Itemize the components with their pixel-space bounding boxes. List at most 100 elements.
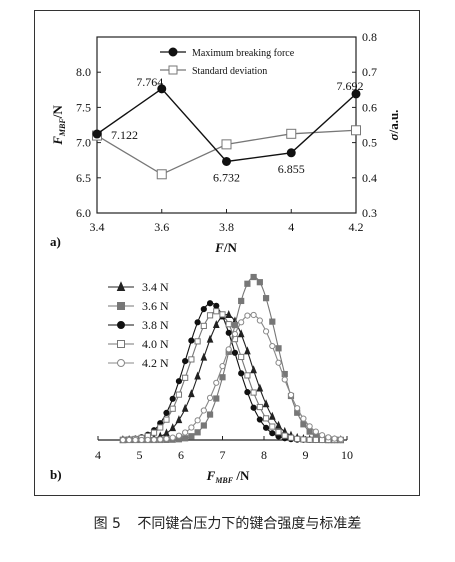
- series-3-4-N-point: [244, 346, 251, 355]
- panel-a-y-right-tick-label: 0.3: [362, 206, 377, 220]
- series-3-8-N-point: [256, 416, 263, 423]
- series-4-0-N-point: [312, 436, 319, 444]
- series-3-8-N-point: [194, 319, 201, 326]
- panel-a-y-left-tick-label: 6.5: [76, 171, 91, 185]
- panel-a-legend-marker: [168, 47, 178, 57]
- panel-a-x-title: F/N: [214, 240, 237, 255]
- series-4-2-N-point: [150, 436, 158, 443]
- panel-a-y-left-title: FMBF/N: [50, 105, 67, 146]
- series-3-4-N-point: [200, 352, 208, 361]
- series-3-8-N-point: [262, 424, 270, 431]
- panel-b-legend-marker: [117, 302, 125, 310]
- series-4-2-N-point: [175, 432, 183, 439]
- panel-a-y-right-tick-label: 0.8: [362, 30, 377, 44]
- panel-b-legend-marker: [117, 321, 125, 329]
- series-4-2-N-point: [132, 436, 139, 444]
- series-3-6-N-point: [188, 433, 195, 440]
- series-4-2-N-point: [256, 317, 263, 324]
- series-3-6-N-point: [306, 428, 313, 435]
- standard-deviation-point: [221, 139, 232, 150]
- series-3-8-N-point: [231, 349, 239, 356]
- series-4-2-N-point: [312, 428, 319, 435]
- figure-frame: [34, 10, 420, 496]
- series-4-2-N-point: [182, 429, 189, 436]
- series-3-8-N-point: [213, 302, 220, 309]
- series-4-0-N-point: [269, 423, 276, 430]
- series-3-8-N-point: [269, 430, 276, 437]
- series-4-2-N-point: [244, 312, 251, 319]
- panel-a-x-tick-label: 4: [288, 220, 294, 234]
- series-4-2-N-point: [194, 417, 201, 424]
- series-3-6-N-point: [238, 297, 245, 305]
- series-4-2-N-point: [119, 436, 127, 444]
- panel-a-y-left-tick-label: 6.0: [76, 206, 91, 220]
- series-4-0-N-point: [213, 308, 220, 315]
- series-4-0-N-point: [256, 403, 263, 411]
- series-3-6-N-point: [182, 435, 189, 442]
- series-3-4-N-curve: [122, 313, 341, 441]
- panel-a-legend-label: Maximum breaking force: [192, 48, 295, 59]
- series-3-4-N-point: [225, 310, 233, 319]
- panel-a-y-left-tick-label: 7.0: [76, 136, 91, 150]
- series-3-8-N-point: [238, 370, 245, 377]
- panel-a-y-right-tick-label: 0.5: [362, 136, 377, 150]
- panel-a-legend-marker: [168, 65, 178, 75]
- series-4-0-N-point: [262, 415, 270, 422]
- series-3-6-N-point: [200, 422, 207, 429]
- series-3-4-N-point: [212, 320, 220, 329]
- series-3-4-N-point: [163, 428, 170, 437]
- panel-a-plot-area: [96, 36, 357, 214]
- series-4-2-N-point: [281, 376, 288, 383]
- series-3-4-N-point: [194, 371, 201, 380]
- series-4-2-N-point: [169, 434, 176, 441]
- panel-a-legend-label: Standard deviation: [192, 66, 267, 77]
- panel-a-x-tick-label: 3.8: [219, 220, 234, 234]
- figure-caption: 图 5 不同键合压力下的键合强度与标准差: [0, 513, 455, 533]
- maximum-breaking-force-data-label: 7.764: [136, 75, 163, 89]
- series-4-2-N-point: [319, 432, 326, 439]
- panel-a-y-right-tick-label: 0.7: [362, 65, 377, 79]
- series-4-0-N-point: [182, 374, 189, 381]
- series-3-6-N-point: [231, 322, 239, 329]
- series-3-4-N-point: [188, 389, 195, 398]
- series-4-2-N-point: [262, 328, 270, 335]
- series-3-6-N-point: [269, 318, 276, 325]
- series-4-0-N-point: [169, 405, 176, 412]
- series-3-4-N-point: [206, 334, 214, 343]
- series-4-0-N-point: [275, 429, 282, 436]
- panel-b-legend-label: 3.4 N: [142, 280, 169, 294]
- panel-b-x-tick-label: 7: [220, 448, 226, 462]
- series-4-2-N-point: [306, 423, 313, 430]
- panel-b-legend-label: 4.2 N: [142, 356, 169, 370]
- panel-b-x-tick-label: 6: [178, 448, 184, 462]
- maximum-breaking-force-point: [157, 84, 167, 94]
- maximum-breaking-force-data-label: 6.732: [213, 170, 240, 184]
- series-3-6-N-point: [250, 273, 257, 281]
- panel-a-x-tick-label: 3.6: [154, 220, 169, 234]
- standard-deviation-point: [286, 128, 297, 139]
- series-3-8-N-point: [175, 378, 183, 385]
- series-3-8-N-point: [206, 300, 214, 307]
- panel-b-legend-marker: [116, 281, 126, 291]
- series-3-6-N-point: [300, 421, 307, 428]
- maximum-breaking-force-data-label: 6.855: [278, 162, 305, 176]
- panel-a-label: a): [50, 234, 61, 249]
- series-3-6-N-point: [206, 411, 214, 418]
- series-3-6-N-point: [244, 280, 251, 287]
- panel-a-y-right-title: σ/a.u.: [386, 110, 401, 141]
- series-4-2-N-point: [206, 394, 214, 401]
- series-3-6-N-point: [256, 279, 263, 286]
- panel-b-x-title: FMBF /N: [206, 468, 250, 485]
- maximum-breaking-force-point: [92, 129, 102, 139]
- series-3-8-N-point: [169, 395, 176, 402]
- series-4-0-N-point: [188, 356, 195, 363]
- series-3-6-N-point: [194, 429, 201, 436]
- series-3-8-N-point: [250, 404, 257, 411]
- series-4-2-N-point: [294, 405, 301, 412]
- maximum-breaking-force-point: [286, 148, 296, 158]
- maximum-breaking-force-data-label: 7.122: [111, 128, 138, 142]
- series-4-0-N-point: [175, 391, 183, 398]
- panel-a-x-tick-label: 4.2: [349, 220, 364, 234]
- series-4-0-N-point: [294, 435, 301, 442]
- panel-b-legend-marker: [117, 359, 125, 367]
